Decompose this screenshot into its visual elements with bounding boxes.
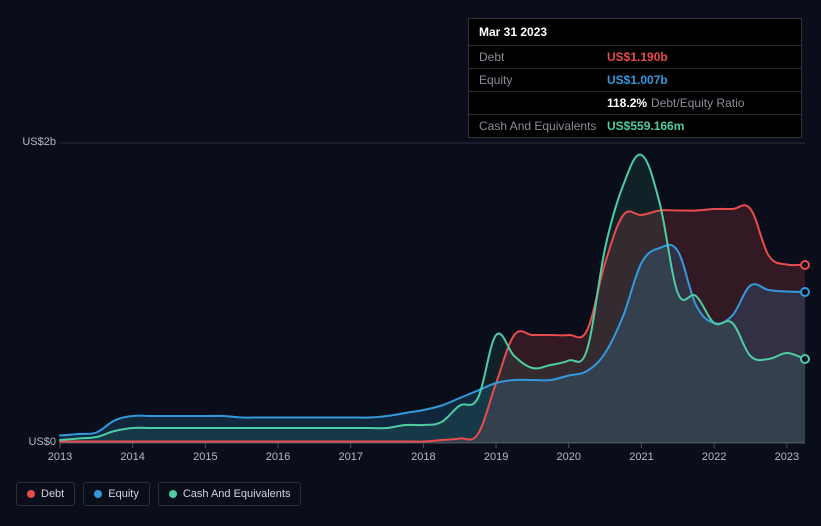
legend-label: Cash And Equivalents (183, 488, 291, 500)
legend-item[interactable]: Cash And Equivalents (158, 482, 302, 506)
x-axis-label: 2016 (266, 451, 290, 463)
y-axis-label: US$0 (16, 436, 56, 448)
legend-dot-icon (94, 490, 102, 498)
x-axis-label: 2022 (702, 451, 726, 463)
legend-item[interactable]: Equity (83, 482, 150, 506)
x-axis-label: 2021 (629, 451, 653, 463)
tooltip-row: EquityUS$1.007b (469, 69, 801, 92)
tooltip-date: Mar 31 2023 (469, 19, 801, 46)
x-axis-label: 2019 (484, 451, 508, 463)
x-axis-label: 2017 (338, 451, 362, 463)
chart-tooltip: Mar 31 2023 DebtUS$1.190bEquityUS$1.007b… (468, 18, 802, 138)
tooltip-row-value: US$1.190b (607, 50, 668, 64)
tooltip-row-label (479, 96, 607, 110)
legend-label: Debt (41, 488, 64, 500)
x-axis-label: 2015 (193, 451, 217, 463)
tooltip-rows: DebtUS$1.190bEquityUS$1.007b118.2%Debt/E… (469, 46, 801, 137)
tooltip-row-value: 118.2% (607, 96, 647, 110)
legend-label: Equity (108, 488, 139, 500)
tooltip-row: 118.2% Debt/Equity Ratio (469, 92, 801, 115)
x-axis-label: 2013 (48, 451, 72, 463)
y-axis-label: US$2b (16, 136, 56, 148)
tooltip-row-label: Equity (479, 73, 607, 87)
x-axis-label: 2023 (775, 451, 799, 463)
legend-dot-icon (27, 490, 35, 498)
x-axis-label: 2014 (120, 451, 144, 463)
legend-item[interactable]: Debt (16, 482, 75, 506)
tooltip-row-label: Debt (479, 50, 607, 64)
financials-chart[interactable]: US$0 US$2b 2013 2014 2015 2016 2017 2018 2019 202… (16, 125, 805, 465)
x-axis-label: 2018 (411, 451, 435, 463)
x-axis-label: 2020 (557, 451, 581, 463)
series-end-marker (800, 287, 810, 297)
series-end-marker (800, 260, 810, 270)
tooltip-row-value: US$1.007b (607, 73, 668, 87)
tooltip-row: DebtUS$1.190b (469, 46, 801, 69)
legend-dot-icon (169, 490, 177, 498)
chart-legend: Debt Equity Cash And Equivalents (16, 482, 301, 506)
series-end-marker (800, 354, 810, 364)
chart-svg (16, 125, 805, 465)
tooltip-row-suffix: Debt/Equity Ratio (651, 96, 744, 110)
